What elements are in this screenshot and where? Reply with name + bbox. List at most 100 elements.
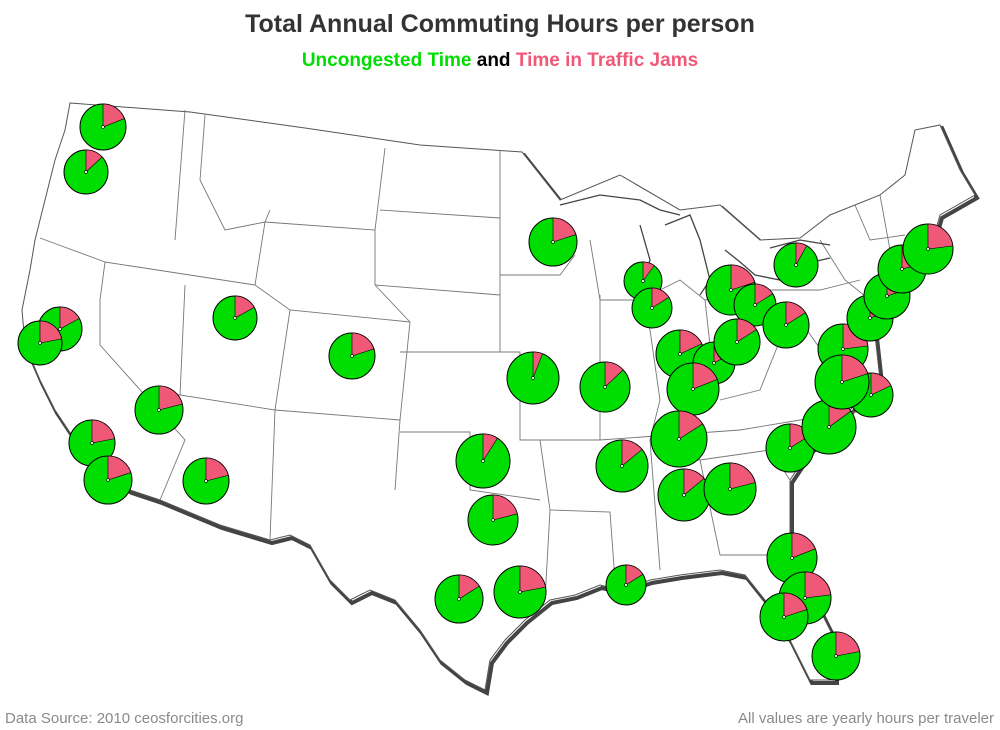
pie-tampa xyxy=(759,592,809,642)
pie-kansas-city xyxy=(506,351,560,405)
pie-jam-slice xyxy=(519,565,546,593)
pie-center-dot xyxy=(784,323,788,327)
pie-center-dot xyxy=(101,125,105,129)
pie-jam-slice xyxy=(804,571,832,599)
pie-jam-slice xyxy=(783,592,808,618)
pie-jam-slice xyxy=(679,329,703,355)
pie-markers xyxy=(17,103,954,681)
pie-center-dot xyxy=(624,583,628,587)
pie-center-dot xyxy=(729,288,733,292)
pie-jam-slice xyxy=(795,242,808,266)
pie-los-angeles xyxy=(68,419,116,467)
pie-center-dot xyxy=(457,597,461,601)
pie-dallas xyxy=(467,494,519,546)
pie-jam-slice xyxy=(158,385,183,411)
pie-richmond xyxy=(814,354,870,410)
pie-memphis xyxy=(595,439,649,493)
pie-san-antonio xyxy=(434,574,484,624)
pie-jam-slice xyxy=(107,455,132,481)
pie-minneapolis xyxy=(528,217,578,267)
pie-jam-slice xyxy=(85,149,103,173)
pie-jam-slice xyxy=(59,306,80,330)
pie-jam-slice xyxy=(736,318,757,343)
pie-center-dot xyxy=(840,380,844,384)
pie-louisville xyxy=(666,362,720,416)
pie-center-dot xyxy=(641,279,645,283)
pie-center-dot xyxy=(794,263,798,267)
pie-denver xyxy=(328,332,376,380)
pie-center-dot xyxy=(790,556,794,560)
pie-jam-slice xyxy=(205,457,229,482)
pie-jam-slice xyxy=(730,264,756,291)
pie-center-dot xyxy=(827,425,831,429)
pie-center-dot xyxy=(834,654,838,658)
pie-center-dot xyxy=(753,303,757,307)
pie-center-dot xyxy=(788,446,792,450)
pie-jam-slice xyxy=(625,564,644,586)
pie-columbus xyxy=(713,318,761,366)
pie-center-dot xyxy=(157,408,161,412)
legend-jams-label: Time in Traffic Jams xyxy=(515,50,699,71)
pie-jam-slice xyxy=(458,574,480,600)
pie-center-dot xyxy=(650,306,654,310)
pie-center-dot xyxy=(551,240,555,244)
data-source: Data Source: 2010 ceosforcities.org xyxy=(5,710,244,727)
pie-jam-slice xyxy=(692,362,718,390)
pie-center-dot xyxy=(204,479,208,483)
pie-st-louis xyxy=(579,361,631,413)
pie-center-dot xyxy=(491,518,495,522)
pie-jam-slice xyxy=(492,494,518,521)
pie-san-diego xyxy=(83,455,133,505)
pie-center-dot xyxy=(84,170,88,174)
pie-oklahoma-city xyxy=(455,433,511,489)
pie-center-dot xyxy=(58,327,62,331)
pie-center-dot xyxy=(900,267,904,271)
pie-jam-slice xyxy=(39,320,62,344)
pie-center-dot xyxy=(678,352,682,356)
legend-joiner: and xyxy=(476,50,511,71)
pie-jam-slice xyxy=(927,223,954,250)
pie-birmingham xyxy=(657,468,711,522)
pie-jam-slice xyxy=(234,295,255,319)
pie-center-dot xyxy=(868,316,872,320)
pie-salt-lake-city xyxy=(212,295,258,341)
pie-charlotte xyxy=(765,423,815,473)
pie-center-dot xyxy=(869,393,873,397)
pie-jam-slice xyxy=(102,103,125,128)
pie-jam-slice xyxy=(651,287,670,309)
pie-boston xyxy=(902,223,954,275)
pie-jam-slice xyxy=(729,462,756,490)
pie-seattle xyxy=(79,103,127,151)
pie-center-dot xyxy=(728,487,732,491)
pie-center-dot xyxy=(677,437,681,441)
pie-jam-slice xyxy=(482,433,498,463)
pie-nashville xyxy=(650,410,708,468)
pie-center-dot xyxy=(481,459,485,463)
pie-center-dot xyxy=(603,385,607,389)
pie-center-dot xyxy=(841,347,845,351)
pie-jam-slice xyxy=(678,410,704,440)
map-subtitle: Uncongested Time and Time in Traffic Jam… xyxy=(0,50,1000,72)
pie-houston xyxy=(493,565,547,619)
pie-fresno xyxy=(134,385,184,435)
legend-uncongested-label: Uncongested Time xyxy=(301,50,472,71)
pie-center-dot xyxy=(691,387,695,391)
pie-pittsburgh xyxy=(762,301,810,349)
pie-center-dot xyxy=(712,361,716,365)
pie-center-dot xyxy=(90,441,94,445)
pie-portland xyxy=(63,149,109,195)
pie-jam-slice xyxy=(791,532,816,559)
pie-center-dot xyxy=(350,354,354,358)
pie-jam-slice xyxy=(604,361,624,388)
pie-new-orleans xyxy=(605,564,647,606)
pie-chicago xyxy=(631,287,673,329)
pie-jacksonville xyxy=(766,532,818,584)
pie-jam-slice xyxy=(91,419,115,444)
map-title: Total Annual Commuting Hours per person xyxy=(245,10,755,38)
pie-jam-slice xyxy=(621,439,643,467)
pie-center-dot xyxy=(885,294,889,298)
pie-center-dot xyxy=(926,247,930,251)
pie-phoenix xyxy=(182,457,230,505)
pie-jam-slice xyxy=(642,261,655,282)
